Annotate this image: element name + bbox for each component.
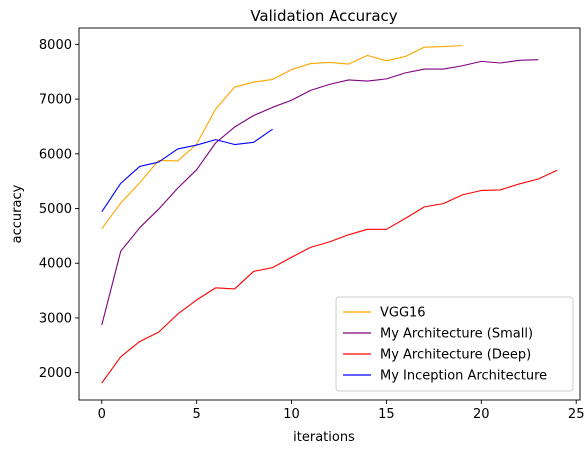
- axes-layer: 0 5 10 15 20 25 2000 3000 4000 5000 6000 7000 8000: [39, 27, 585, 422]
- series-line-1: [101, 59, 539, 326]
- y-tick-label-3: 5000: [39, 202, 72, 217]
- chart-title: Validation Accuracy: [250, 7, 397, 25]
- series-line-3: [101, 128, 273, 213]
- x-tick-label-2: 10: [283, 407, 300, 422]
- x-tick-label-4: 20: [473, 407, 490, 422]
- legend-label-1: My Architecture (Small): [380, 327, 533, 342]
- y-tick-label-0: 2000: [39, 366, 72, 381]
- legend-label-2: My Architecture (Deep): [380, 348, 531, 363]
- plot-frame: [78, 27, 581, 401]
- x-axis-label: iterations: [293, 430, 355, 445]
- legend-box: [335, 296, 574, 392]
- x-tick-label-0: 0: [98, 407, 106, 422]
- x-tick-label-5: 25: [568, 407, 585, 422]
- y-tick-label-1: 3000: [39, 311, 72, 326]
- series-layer: [101, 44, 558, 384]
- legend-label-0: VGG16: [380, 306, 426, 321]
- y-tick-label-4: 6000: [39, 147, 72, 162]
- y-axis-label: accuracy: [10, 184, 25, 243]
- y-tick-label-2: 4000: [39, 257, 72, 272]
- legend-label-3: My Inception Architecture: [380, 369, 547, 384]
- x-tick-label-3: 15: [378, 407, 395, 422]
- legend: VGG16 My Architecture (Small) My Architect…: [335, 296, 574, 392]
- y-tick-label-5: 7000: [39, 93, 72, 108]
- series-line-2: [101, 169, 558, 384]
- x-tick-label-1: 5: [193, 407, 201, 422]
- y-tick-label-6: 8000: [39, 38, 72, 53]
